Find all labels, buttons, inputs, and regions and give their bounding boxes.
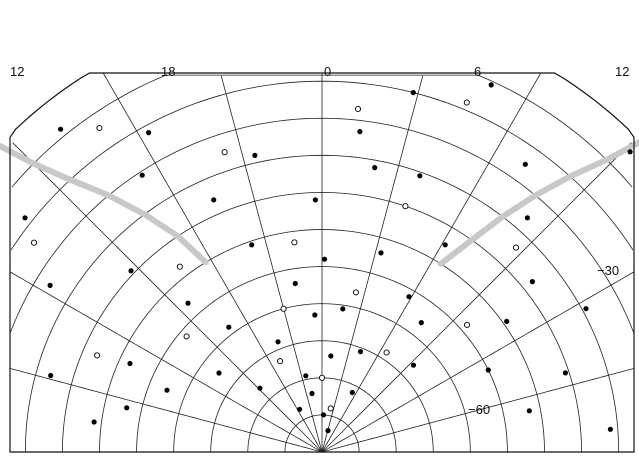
ra-gridline (102, 72, 323, 453)
open-marker (176, 263, 183, 270)
ra-gridline (321, 75, 424, 453)
open-marker (280, 305, 287, 312)
object-markers (22, 82, 633, 434)
open-marker (512, 244, 520, 251)
filled-marker (249, 242, 255, 248)
filled-marker (58, 126, 64, 132)
filled-marker (47, 282, 53, 288)
filled-marker (185, 300, 191, 306)
dec-tick-label: −30 (597, 263, 619, 278)
galactic-plane-curve (437, 139, 639, 267)
filled-marker (321, 256, 328, 262)
filled-marker (627, 149, 633, 155)
filled-marker (442, 242, 448, 248)
filled-marker (164, 387, 170, 393)
filled-marker (257, 385, 263, 391)
filled-marker (372, 165, 378, 171)
filled-marker (309, 390, 315, 397)
filled-marker (485, 367, 491, 373)
filled-marker (357, 129, 363, 135)
filled-marker (275, 339, 281, 345)
open-marker (402, 203, 409, 210)
open-marker (277, 358, 284, 365)
filled-marker (211, 197, 217, 203)
open-marker (94, 352, 101, 359)
filled-marker (418, 320, 424, 326)
filled-marker (340, 306, 346, 312)
open-marker (383, 349, 390, 356)
ra-tick-label: 0 (324, 64, 331, 79)
open-marker (30, 239, 38, 246)
filled-marker (292, 280, 298, 287)
filled-marker (504, 318, 510, 324)
filled-marker (325, 428, 331, 434)
filled-marker (127, 360, 133, 367)
filled-marker (91, 419, 97, 425)
open-marker (354, 105, 362, 113)
dec-tick-label: −60 (468, 402, 490, 417)
filled-marker (303, 373, 309, 379)
filled-marker (526, 408, 532, 414)
filled-marker (583, 306, 589, 312)
map-boundary (9, 72, 635, 453)
filled-marker (410, 362, 417, 368)
filled-marker (410, 90, 416, 96)
open-marker (318, 374, 326, 381)
ra-gridline (10, 271, 323, 453)
open-marker (221, 149, 228, 156)
filled-marker (378, 250, 384, 256)
filled-marker (562, 370, 569, 376)
ra-gridline (220, 75, 323, 453)
filled-marker (297, 406, 303, 412)
ra-gridline (12, 142, 323, 453)
filled-marker (328, 353, 334, 359)
open-marker (96, 124, 103, 132)
filled-marker (22, 215, 28, 221)
ra-gridline (321, 368, 634, 453)
galactic-plane-curve (0, 142, 209, 266)
filled-marker (312, 197, 318, 203)
filled-marker (524, 215, 531, 221)
filled-marker (607, 426, 614, 432)
filled-marker (146, 130, 152, 136)
ra-tick-label: 12 (615, 64, 629, 79)
open-marker (327, 405, 334, 412)
filled-marker (357, 349, 364, 355)
filled-marker (320, 412, 327, 418)
ra-gridline (10, 368, 323, 453)
ra-gridline (321, 72, 542, 453)
filled-marker (216, 370, 222, 376)
open-marker (463, 99, 470, 106)
filled-marker (139, 172, 145, 178)
filled-marker (48, 372, 54, 379)
open-marker (352, 289, 359, 296)
ra-tick-label: 18 (161, 64, 175, 79)
open-marker (291, 239, 298, 246)
ra-tick-label: 12 (10, 64, 24, 79)
filled-marker (124, 405, 130, 411)
filled-marker (226, 324, 232, 330)
filled-marker (406, 294, 412, 300)
ra-gridline (321, 271, 634, 453)
ra-gridline (321, 142, 632, 453)
filled-marker (417, 173, 423, 179)
galactic-plane-overlay (0, 139, 639, 267)
filled-marker (488, 82, 494, 88)
filled-marker (128, 268, 134, 274)
filled-marker (252, 152, 258, 158)
open-marker (463, 321, 471, 328)
filled-marker (312, 312, 318, 318)
filled-marker (349, 389, 355, 396)
open-marker (183, 333, 190, 340)
ra-tick-label: 6 (474, 64, 481, 79)
axis-tick-labels: 12 18 0 6 12 −30 −60 (10, 64, 629, 417)
filled-marker (529, 279, 536, 285)
filled-marker (522, 161, 528, 167)
